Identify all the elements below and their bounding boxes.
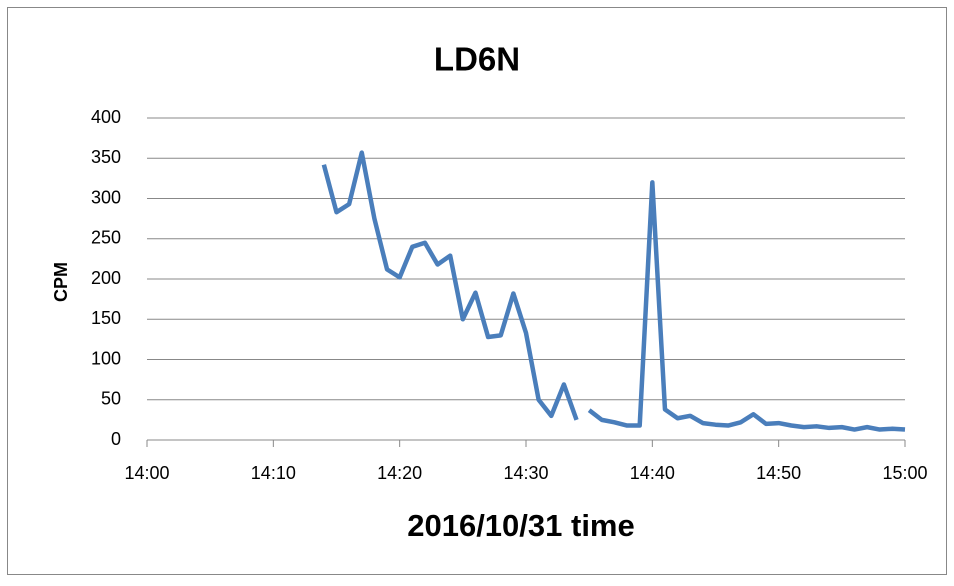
y-tick-label: 200 [91,268,121,288]
x-tick-label: 14:50 [756,463,801,483]
y-tick-label: 400 [91,107,121,127]
x-tick-label: 14:00 [124,463,169,483]
x-tick-label: 14:10 [251,463,296,483]
y-axis-title: CPM [51,262,71,302]
x-tick-label: 15:00 [882,463,927,483]
chart-title: LD6N [434,41,520,78]
x-tick-label: 14:20 [377,463,422,483]
chart-border [7,7,947,575]
y-tick-label: 350 [91,147,121,167]
y-tick-label: 250 [91,228,121,248]
x-tick-label: 14:40 [630,463,675,483]
data-line [321,150,906,432]
x-tick-label: 14:30 [503,463,548,483]
y-tick-label: 50 [101,389,121,409]
y-tick-label: 150 [91,308,121,328]
y-tick-label: 100 [91,348,121,368]
y-tick-label: 0 [111,429,121,449]
y-tick-label: 300 [91,187,121,207]
x-axis-title: 2016/10/31 time [407,508,635,543]
